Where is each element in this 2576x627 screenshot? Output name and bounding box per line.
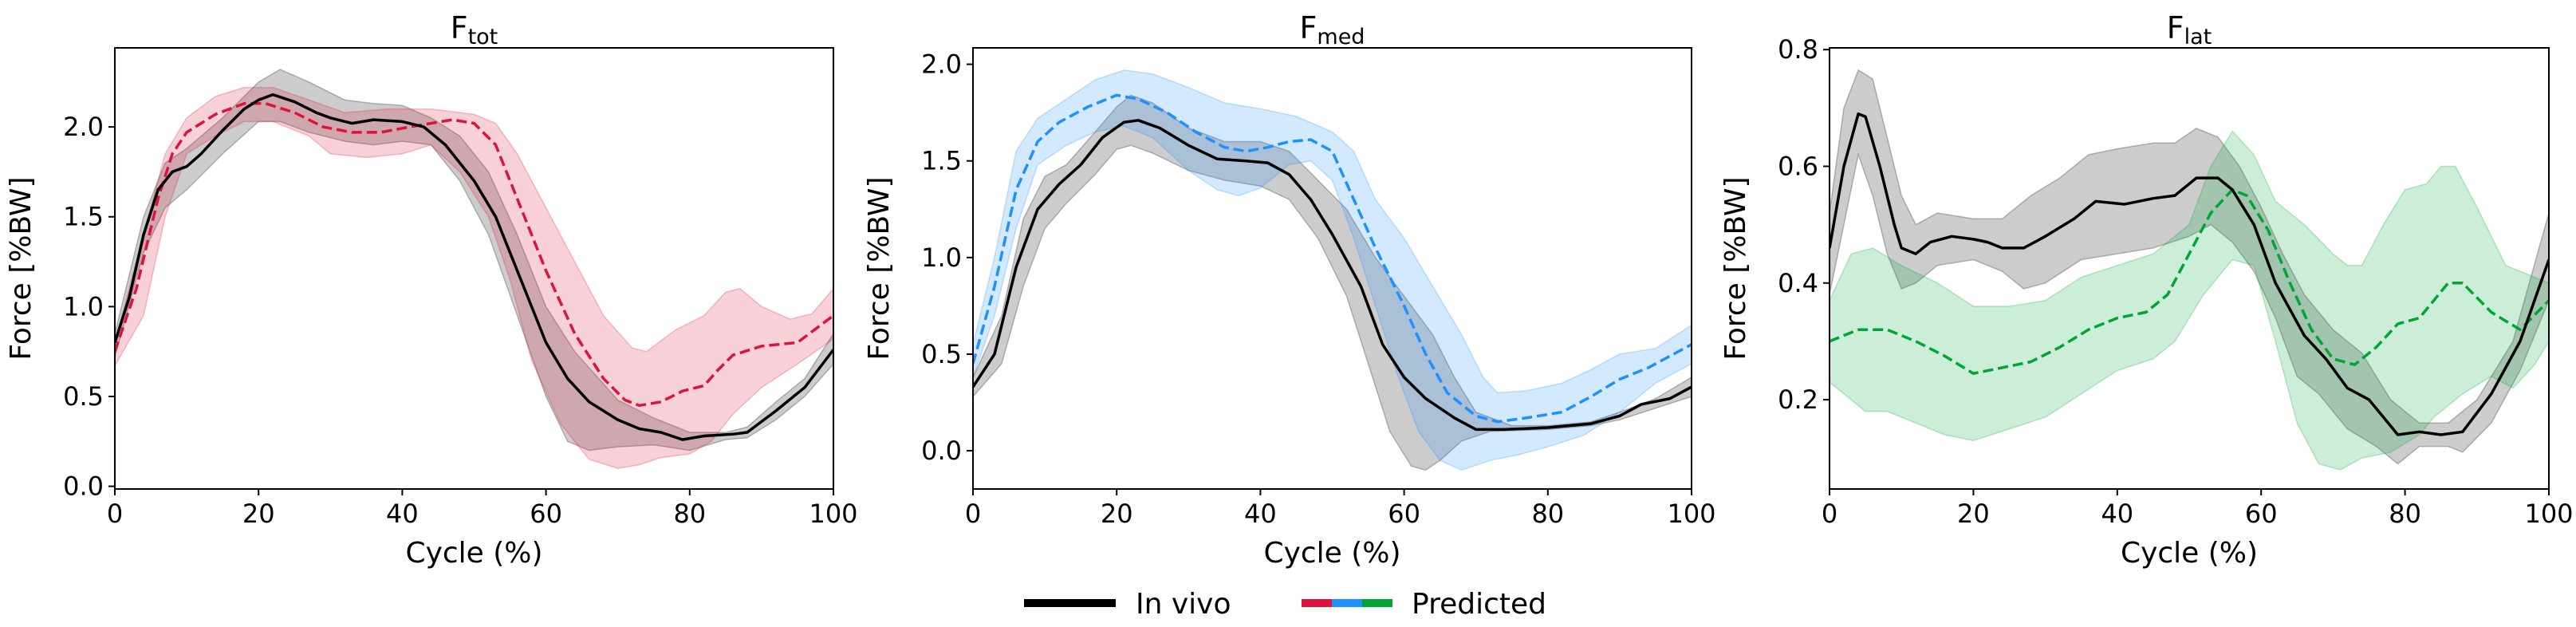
title-main: F [451,10,468,45]
legend: In vivo Predicted [1024,588,1546,621]
y-tick-label: 0.4 [1778,268,1818,298]
y-tick-label: 0.0 [921,436,962,466]
x-tick-label: 80 [673,499,706,529]
y-tick-label: 0.5 [921,339,962,369]
y-tick-label: 0.0 [63,471,104,502]
x-axis-label: Cycle (%) [405,537,542,570]
title-main: F [2167,10,2184,45]
y-tick-label: 0.5 [63,381,104,412]
axes-frame [1829,47,2550,490]
predicted-band [1830,130,2549,471]
in-vivo-mean-line [1830,112,2549,436]
legend-predicted-swatch-red [1302,599,1332,607]
x-tick-label: 0 [1822,499,1837,529]
predicted-mean-line [973,93,1692,424]
x-tick-label: 100 [2524,499,2573,529]
y-axis-label: Force [%BW] [1719,176,1752,360]
x-tick-label: 80 [2389,499,2421,529]
x-tick-label: 60 [530,499,562,529]
legend-predicted-label: Predicted [1412,588,1546,621]
plot-area [973,69,1692,471]
y-tick-label: 1.0 [63,291,104,321]
panel-lat: 0 20 40 60 80 100 0.2 0.4 0.6 0.8 Cycle (%) Force [… [1719,10,2574,570]
x-tick-label: 60 [2245,499,2278,529]
y-axis-label: Force [%BW] [863,176,896,360]
x-tick-label: 0 [107,499,123,529]
axes-frame [972,47,1692,490]
predicted-band [973,69,1692,471]
title-subscript: tot [468,25,498,49]
panel-title: Ftot [451,10,498,49]
panel-title: Flat [2167,10,2212,49]
y-tick-label: 2.0 [63,112,104,142]
title-subscript: med [1317,25,1365,49]
plot-area [115,69,833,469]
x-axis-label: Cycle (%) [2121,537,2258,570]
x-tick-label: 0 [965,499,981,529]
legend-predicted-swatch-green [1362,599,1392,607]
y-tick-label: 1.5 [63,202,104,232]
y-tick-label: 1.0 [921,243,962,273]
in-vivo-band [115,69,833,452]
x-tick-label: 100 [1667,499,1715,529]
x-tick-label: 20 [242,499,275,529]
panel-title: Fmed [1300,10,1365,49]
legend-predicted-swatch-blue [1332,599,1362,607]
y-tick-label: 0.2 [1778,384,1818,415]
predicted-band [115,86,833,469]
x-tick-label: 40 [2101,499,2133,529]
in-vivo-mean-line [115,93,833,441]
axes-frame [114,47,834,490]
x-tick-label: 80 [1531,499,1564,529]
plot-area [1830,69,2549,471]
x-tick-label: 40 [386,499,419,529]
panel-tot: 0 20 40 60 80 100 0.0 0.5 1.0 1.5 2.0 Cycle (%) Forc… [5,10,858,570]
predicted-mean-line [115,102,833,408]
title-main: F [1300,10,1318,45]
x-tick-label: 20 [1957,499,1990,529]
panel-med: 0 20 40 60 80 100 0.0 0.5 1.0 1.5 2.0 Cycle (%) Forc… [863,10,1716,570]
y-tick-label: 0.6 [1778,151,1818,181]
x-tick-label: 40 [1244,499,1277,529]
y-axis-label: Force [%BW] [5,176,37,360]
legend-in-vivo-label: In vivo [1136,588,1231,621]
y-tick-label: 2.0 [921,49,962,80]
y-tick-label: 1.5 [921,146,962,176]
x-tick-label: 20 [1101,499,1133,529]
in-vivo-mean-line [973,119,1692,432]
in-vivo-band [1830,69,2549,465]
title-subscript: lat [2184,25,2212,49]
x-tick-label: 100 [809,499,857,529]
x-tick-label: 60 [1388,499,1420,529]
x-axis-label: Cycle (%) [1263,537,1400,570]
y-tick-label: 0.8 [1778,34,1818,65]
